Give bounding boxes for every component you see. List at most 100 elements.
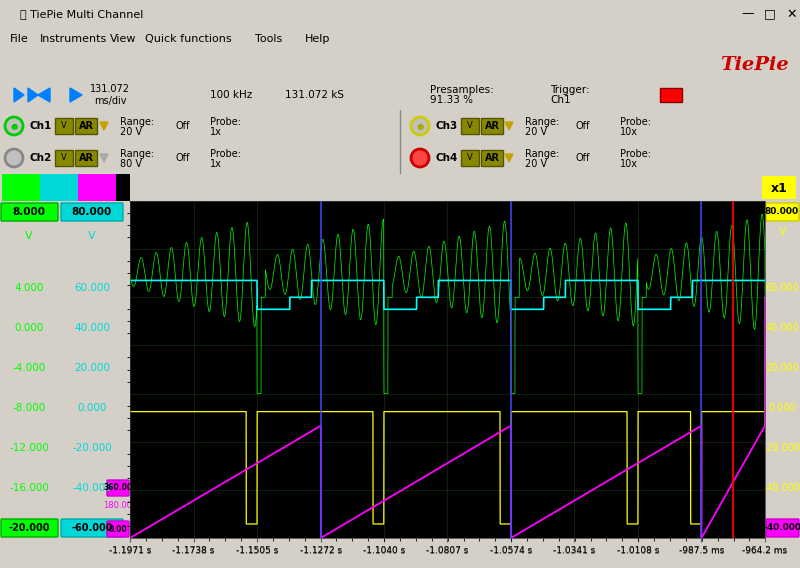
- Text: Probe:: Probe:: [620, 149, 651, 159]
- Text: x1: x1: [770, 182, 787, 194]
- Text: Presamples:: Presamples:: [430, 85, 494, 95]
- FancyBboxPatch shape: [107, 480, 129, 496]
- Bar: [762, 176, 796, 199]
- Bar: [481, 150, 503, 166]
- Text: Probe:: Probe:: [620, 117, 651, 127]
- Text: 20 V: 20 V: [525, 159, 547, 169]
- Bar: [481, 118, 503, 134]
- Text: Quick functions: Quick functions: [145, 34, 232, 44]
- Polygon shape: [70, 88, 82, 102]
- Text: 20.000: 20.000: [765, 363, 799, 373]
- Text: 131.072 kS: 131.072 kS: [285, 90, 344, 100]
- Text: -20.000: -20.000: [72, 443, 112, 453]
- Text: AR: AR: [485, 121, 499, 131]
- Text: 8.000: 8.000: [13, 207, 46, 217]
- Bar: [461, 118, 479, 134]
- Text: 0.000: 0.000: [768, 403, 796, 413]
- Text: Range:: Range:: [525, 117, 559, 127]
- Bar: [40, 174, 78, 201]
- Text: Range:: Range:: [525, 149, 559, 159]
- Text: -1.0574 s: -1.0574 s: [490, 546, 532, 555]
- Text: AR: AR: [78, 153, 94, 163]
- Text: -1.1272 s: -1.1272 s: [299, 546, 342, 555]
- Text: Ch1: Ch1: [30, 121, 52, 131]
- Text: 60.000: 60.000: [74, 283, 110, 293]
- Text: 1x: 1x: [210, 127, 222, 137]
- Text: Range:: Range:: [120, 117, 154, 127]
- Text: AR: AR: [78, 121, 94, 131]
- Circle shape: [5, 117, 23, 135]
- Text: ●: ●: [10, 122, 18, 131]
- Text: View: View: [110, 34, 137, 44]
- Text: Instruments: Instruments: [40, 34, 107, 44]
- FancyBboxPatch shape: [61, 519, 123, 537]
- Text: -40.000: -40.000: [763, 483, 800, 493]
- Text: 20 V: 20 V: [525, 127, 547, 137]
- Text: Off: Off: [175, 121, 190, 131]
- Text: 0.000: 0.000: [14, 323, 44, 333]
- Text: 40.000: 40.000: [765, 323, 799, 333]
- Polygon shape: [28, 88, 38, 102]
- Text: -1.1971 s: -1.1971 s: [109, 546, 151, 555]
- Bar: [75, 150, 97, 166]
- Bar: [660, 88, 682, 102]
- FancyBboxPatch shape: [1, 203, 58, 221]
- Text: 🔧 TiePie Multi Channel: 🔧 TiePie Multi Channel: [20, 9, 143, 19]
- Text: 80.000: 80.000: [72, 207, 112, 217]
- Circle shape: [411, 117, 429, 135]
- Text: 91.33 %: 91.33 %: [430, 95, 473, 105]
- Text: Off: Off: [575, 153, 590, 163]
- Circle shape: [5, 149, 23, 167]
- Text: 20 V: 20 V: [120, 127, 142, 137]
- Text: AR: AR: [485, 153, 499, 163]
- Bar: [55, 150, 73, 166]
- Text: -1.0341 s: -1.0341 s: [554, 546, 595, 555]
- Polygon shape: [100, 154, 108, 162]
- Bar: [116, 174, 130, 201]
- Text: -1.1505 s: -1.1505 s: [236, 546, 278, 555]
- Text: -20.000: -20.000: [763, 443, 800, 453]
- FancyBboxPatch shape: [1, 519, 58, 537]
- Text: Off: Off: [575, 121, 590, 131]
- Bar: [2, 174, 40, 201]
- Text: V: V: [61, 122, 67, 131]
- Text: 100 kHz: 100 kHz: [210, 90, 252, 100]
- Text: Help: Help: [305, 34, 330, 44]
- Bar: [55, 118, 73, 134]
- Text: Ch3: Ch3: [436, 121, 458, 131]
- Text: -987.5 ms: -987.5 ms: [678, 546, 724, 555]
- Polygon shape: [38, 88, 50, 102]
- Bar: [461, 150, 479, 166]
- Text: Ch4: Ch4: [436, 153, 458, 163]
- FancyBboxPatch shape: [107, 521, 129, 537]
- Text: 40.000: 40.000: [74, 323, 110, 333]
- Text: Ch1: Ch1: [550, 95, 570, 105]
- Circle shape: [411, 149, 429, 167]
- Text: -964.2 ms: -964.2 ms: [742, 546, 787, 555]
- Text: -60.000: -60.000: [71, 523, 113, 533]
- Text: 4.000: 4.000: [14, 283, 44, 293]
- Text: V: V: [25, 231, 33, 241]
- Text: □: □: [764, 7, 776, 20]
- Text: -1.1040 s: -1.1040 s: [362, 546, 405, 555]
- Bar: [75, 118, 97, 134]
- Text: -4.000: -4.000: [12, 363, 46, 373]
- Text: 10x: 10x: [620, 159, 638, 169]
- Text: -40.000: -40.000: [763, 524, 800, 533]
- FancyBboxPatch shape: [61, 203, 123, 221]
- Text: 180.00: 180.00: [103, 500, 133, 509]
- Text: 60.000: 60.000: [765, 283, 799, 293]
- Text: Off: Off: [175, 153, 190, 163]
- Text: Range:: Range:: [120, 149, 154, 159]
- Text: -12.000: -12.000: [9, 443, 49, 453]
- Text: Trigger:: Trigger:: [550, 85, 590, 95]
- Text: Tools: Tools: [255, 34, 282, 44]
- Text: -40.000: -40.000: [72, 483, 112, 493]
- Text: 360.00: 360.00: [103, 483, 133, 492]
- Text: 80.000: 80.000: [765, 207, 799, 216]
- Text: 20.000: 20.000: [74, 363, 110, 373]
- Polygon shape: [505, 122, 513, 130]
- Text: File: File: [10, 34, 29, 44]
- Text: -8.000: -8.000: [12, 403, 46, 413]
- Polygon shape: [505, 154, 513, 162]
